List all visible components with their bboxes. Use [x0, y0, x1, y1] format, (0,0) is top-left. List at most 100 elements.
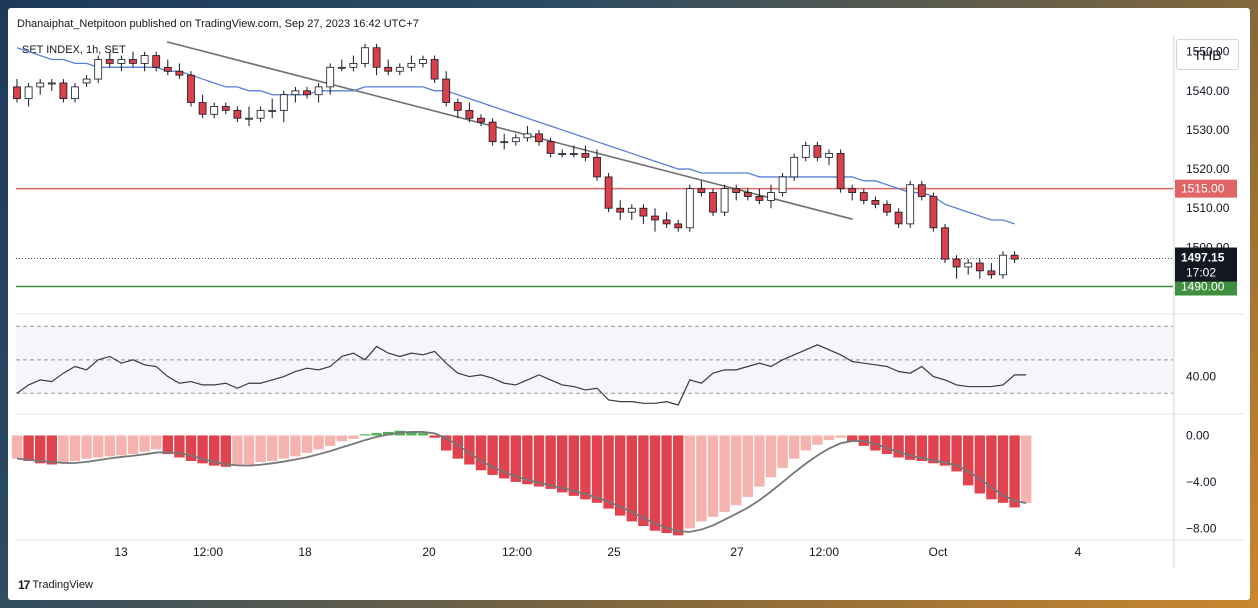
currency-button[interactable]: THB [1176, 39, 1239, 70]
candle-body [117, 59, 126, 64]
histogram-bar [46, 435, 57, 465]
histogram-bar [545, 435, 556, 489]
candle-body [233, 109, 242, 119]
candle-body [523, 133, 532, 139]
candle-body [256, 109, 265, 119]
price-tick-label: 1500.00 [1186, 240, 1230, 254]
histogram-bar [220, 435, 231, 467]
chart-frame: Dhanaiphat_Netpitoon published on Tradin… [8, 8, 1250, 600]
histogram-pane: 0.00 −4.00 −8.00 [11, 428, 1217, 535]
candle-body [442, 78, 451, 103]
histogram-bar [905, 435, 916, 460]
histogram-bar [591, 435, 603, 503]
price-tick-label: 1550.00 [1186, 45, 1230, 59]
candle-body [59, 82, 68, 100]
candle-body [616, 207, 625, 213]
candle-body [430, 59, 439, 80]
candle-body [291, 90, 300, 96]
histogram-bar [243, 435, 255, 465]
candle-body [337, 66, 346, 69]
symbol-legend[interactable]: SET INDEX, 1h, SET [22, 44, 126, 56]
candle-body [535, 133, 543, 143]
candle-body [419, 59, 427, 64]
histogram-bar [823, 435, 835, 441]
candle-body [477, 117, 485, 123]
tradingview-brand: TradingView [32, 579, 93, 591]
histogram-bar [742, 435, 753, 498]
candle-body [917, 184, 926, 197]
candle-body [720, 188, 729, 213]
candle-body [326, 66, 335, 88]
candle-body [245, 117, 253, 120]
candle-body [732, 188, 741, 193]
candle-body [999, 254, 1007, 276]
histogram-bar [151, 435, 162, 450]
time-tick-label: 20 [422, 545, 436, 559]
candle-body [488, 121, 497, 143]
last-price-label: 1497.15 [1181, 251, 1225, 265]
histogram-bar [348, 435, 359, 439]
candle-body [975, 262, 984, 272]
candle-body [500, 141, 509, 144]
histogram-bar [707, 435, 719, 517]
histogram-bar [997, 435, 1009, 503]
candle-body [546, 141, 555, 154]
candle-body [198, 102, 207, 115]
candle-body [175, 70, 184, 76]
histogram-bar [325, 435, 336, 446]
candle-body [941, 227, 949, 260]
histogram-bar [499, 435, 510, 479]
histogram-bar [1021, 435, 1032, 503]
candle-body [94, 59, 103, 80]
histogram-bar [371, 433, 382, 436]
tradingview-glyph: 17 [18, 578, 30, 592]
histogram-bar [69, 435, 81, 461]
histogram-bar [441, 435, 452, 451]
axes-layer: 1550.00 1540.00 1530.00 1520.00 1510.00 1500.… [16, 36, 1244, 568]
candle-body [279, 94, 288, 111]
candle-body [303, 90, 311, 96]
price-tick-label: 1520.00 [1186, 162, 1230, 176]
candle-body [593, 156, 601, 178]
histogram-bar [197, 435, 208, 464]
histogram-bar [429, 435, 440, 438]
candle-body [627, 207, 636, 213]
candle-body [372, 47, 381, 68]
histogram-bar [684, 435, 695, 529]
histogram-bar [777, 435, 788, 468]
histogram-bar [754, 435, 765, 487]
histogram-bar [232, 435, 243, 466]
level-label: 1515.00 [1181, 182, 1225, 196]
histogram-bar [267, 435, 278, 461]
candle-body [314, 86, 323, 96]
histogram-bar [23, 435, 34, 461]
candle-body [407, 63, 416, 68]
histogram-bar [603, 435, 614, 509]
candle-body [662, 219, 671, 225]
candle-body [453, 102, 462, 111]
histogram-bar [174, 435, 185, 458]
histogram-bar [881, 435, 893, 455]
histogram-bar [568, 435, 579, 496]
candle-body [813, 145, 822, 158]
histogram-bar [278, 435, 289, 459]
histogram-bar [765, 435, 777, 478]
histogram-bar [928, 435, 939, 464]
histogram-bar [893, 435, 904, 458]
histogram-bar [719, 435, 730, 513]
histogram-bar [626, 435, 637, 522]
candle-body [187, 74, 195, 103]
histogram-bar [615, 435, 626, 516]
candle-body [152, 55, 161, 68]
candle-body [848, 188, 857, 193]
candle-body [894, 211, 903, 225]
signal-line [16, 431, 1027, 533]
tradingview-logo[interactable]: 17 TradingView [18, 578, 93, 592]
candle-body [825, 153, 833, 158]
histogram-tick-label: 0.00 [1186, 428, 1210, 442]
candle-body [929, 196, 938, 229]
last-price-label-bg [1175, 247, 1237, 282]
candle-body [778, 176, 787, 193]
histogram-bar [731, 435, 742, 506]
